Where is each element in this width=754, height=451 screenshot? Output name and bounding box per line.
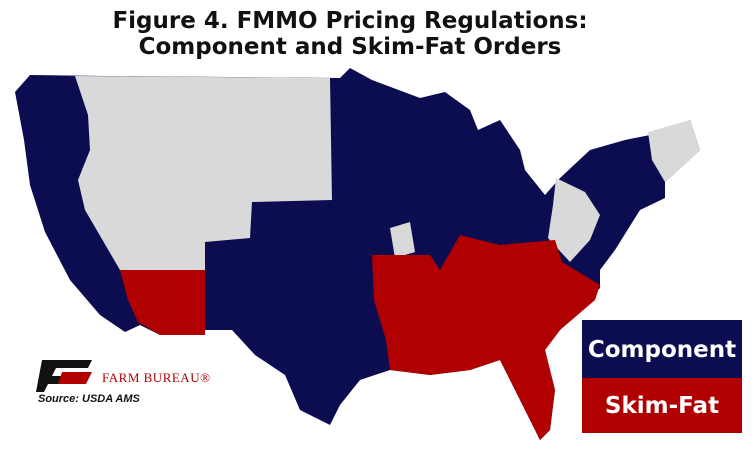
logo-icon bbox=[58, 372, 92, 384]
skim-fat-region bbox=[372, 235, 600, 440]
legend-label: Skim-Fat bbox=[605, 393, 719, 419]
other-region bbox=[390, 222, 415, 258]
logo-text: FARM BUREAU® bbox=[102, 370, 210, 385]
title-line: Figure 4. FMMO Pricing Regulations: bbox=[112, 8, 587, 34]
legend-swatch bbox=[582, 320, 742, 378]
other-region bbox=[75, 76, 332, 270]
legend-label: Component bbox=[588, 337, 736, 363]
us-map bbox=[15, 68, 700, 440]
logo: FARM BUREAU® bbox=[36, 360, 210, 392]
skim-fat-region bbox=[120, 270, 205, 335]
other-region bbox=[548, 178, 600, 262]
source-note: Source: USDA AMS bbox=[38, 393, 141, 405]
legend: Component Skim-Fat bbox=[582, 320, 742, 433]
legend-swatch bbox=[582, 378, 742, 433]
other-region bbox=[648, 120, 700, 182]
title-line: Component and Skim-Fat Orders bbox=[139, 34, 562, 60]
